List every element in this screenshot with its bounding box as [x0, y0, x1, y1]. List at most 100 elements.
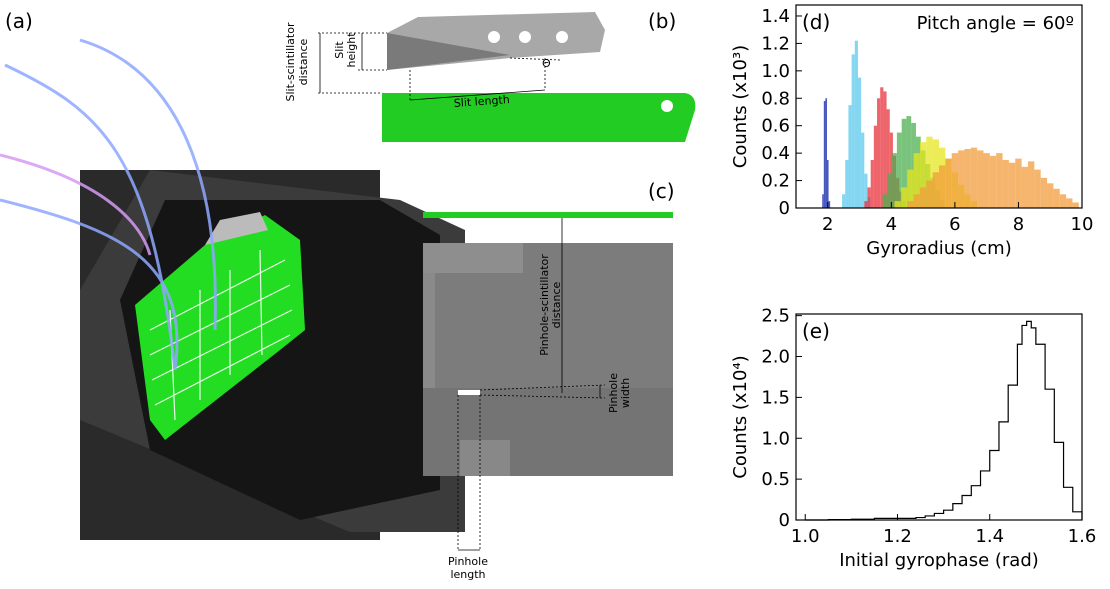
data-line	[805, 320, 1083, 521]
histogram-bar	[823, 101, 826, 208]
histogram-bar	[1047, 183, 1054, 208]
x-axis-label: Gyroradius (cm)	[866, 238, 1011, 259]
histogram-bar	[996, 153, 1003, 208]
y-tick-label: 0	[779, 198, 790, 219]
histogram-bar	[1008, 162, 1016, 208]
x-tick-label: 8	[1013, 214, 1024, 235]
dimension-label: Slit-scintillator	[284, 22, 297, 101]
histogram-bar	[889, 132, 893, 208]
y-tick-label: 1.0	[761, 61, 790, 82]
dimension-label: width	[619, 378, 632, 408]
histogram-bar	[1015, 158, 1022, 208]
panel-label: (e)	[802, 319, 830, 343]
histogram-bar	[970, 147, 978, 208]
plot-frame	[795, 313, 1083, 521]
x-tick-label: 10	[1071, 214, 1094, 235]
y-tick-label: 0.8	[761, 88, 790, 109]
histogram-bar	[939, 165, 946, 208]
y-tick-label: 1.2	[761, 33, 790, 54]
y-tick-label: 0	[779, 510, 790, 531]
histogram-bar	[848, 105, 852, 208]
angle-label: Θ	[542, 57, 551, 70]
y-tick-label: 2.5	[761, 306, 790, 327]
histogram-bar	[901, 118, 907, 208]
histogram-bar	[894, 201, 901, 208]
histogram-bar	[887, 173, 893, 208]
histogram-bar	[958, 150, 965, 208]
histogram-bar	[983, 153, 990, 208]
pinhole-diagram	[423, 212, 673, 551]
histogram-bar	[913, 153, 920, 208]
y-tick-label: 2.0	[761, 347, 790, 368]
histogram-bar	[907, 169, 914, 208]
histogram-bar	[854, 40, 858, 208]
histogram-bar	[883, 91, 887, 208]
histogram-bar	[1059, 194, 1067, 208]
histogram-bar	[873, 125, 878, 208]
histogram-bar	[907, 201, 914, 208]
histogram-bar	[880, 87, 884, 208]
y-tick-label: 1.4	[761, 6, 790, 27]
histogram-bar	[882, 194, 888, 208]
x-tick-label: 1.4	[975, 526, 1004, 547]
x-axis-label: Initial gyrophase (rad)	[839, 550, 1039, 571]
y-tick-label: 0.2	[761, 171, 790, 192]
dimension-label: Pinhole	[448, 555, 488, 568]
x-tick-label: 2	[822, 214, 833, 235]
histogram-bar	[913, 194, 920, 208]
histogram-bar	[964, 149, 971, 208]
dimension-label: distance	[550, 281, 563, 328]
y-axis-label: Counts (x10³)	[730, 45, 751, 168]
histogram-bar	[1002, 159, 1009, 208]
panel-label: (d)	[802, 10, 830, 34]
histogram-bar	[1021, 166, 1028, 208]
histogram-bar	[977, 150, 984, 208]
x-tick-label: 6	[949, 214, 960, 235]
dimension-label: distance	[297, 38, 310, 85]
panel-label: (c)	[648, 179, 675, 203]
histogram-bar	[1027, 161, 1035, 208]
histogram-bar	[1034, 169, 1041, 208]
histogram-bar	[926, 180, 933, 208]
histogram-bar	[857, 77, 862, 208]
histogram-bar	[932, 172, 939, 208]
histogram-bar	[906, 116, 912, 208]
x-tick-label: 1.0	[791, 526, 820, 547]
annotation: Pitch angle = 60º	[917, 13, 1074, 34]
panel-label: (a)	[5, 9, 33, 33]
detector-render	[0, 38, 465, 540]
histogram-bar	[1053, 188, 1060, 208]
histogram-bar	[864, 201, 868, 208]
histogram-bar	[870, 159, 874, 208]
y-tick-label: 0.5	[761, 469, 790, 490]
histogram-bar	[900, 187, 908, 208]
histogram-bar	[864, 173, 868, 208]
y-tick-label: 0.4	[761, 143, 790, 164]
histogram-bar	[867, 187, 871, 208]
panel-label: (b)	[648, 9, 676, 33]
histogram-bar	[845, 159, 849, 208]
plot-frame	[795, 4, 1083, 209]
histogram-bar	[1066, 198, 1073, 208]
histogram-bar	[919, 142, 927, 208]
y-tick-label: 1.0	[761, 428, 790, 449]
histogram-bar	[989, 155, 997, 208]
histogram-bar	[842, 194, 846, 208]
histogram-bar	[892, 153, 897, 208]
histogram-bar	[1072, 202, 1079, 208]
histogram-bar	[826, 159, 829, 208]
dimension-label: Pinhole	[607, 373, 620, 413]
x-tick-label: 4	[886, 214, 897, 235]
histogram-bar	[926, 136, 933, 208]
histogram-bar	[877, 98, 881, 208]
histogram-bar	[945, 158, 952, 208]
histogram-bar	[822, 194, 824, 208]
histogram-bar	[951, 153, 959, 208]
y-axis-label: Counts (x10⁴)	[730, 355, 751, 478]
histogram-bar	[1040, 177, 1048, 208]
histogram-bar	[825, 98, 827, 208]
dimension-label: height	[345, 32, 358, 68]
histogram-bar	[886, 109, 890, 208]
dimension-label: Pinhole-scintillator	[538, 254, 551, 356]
